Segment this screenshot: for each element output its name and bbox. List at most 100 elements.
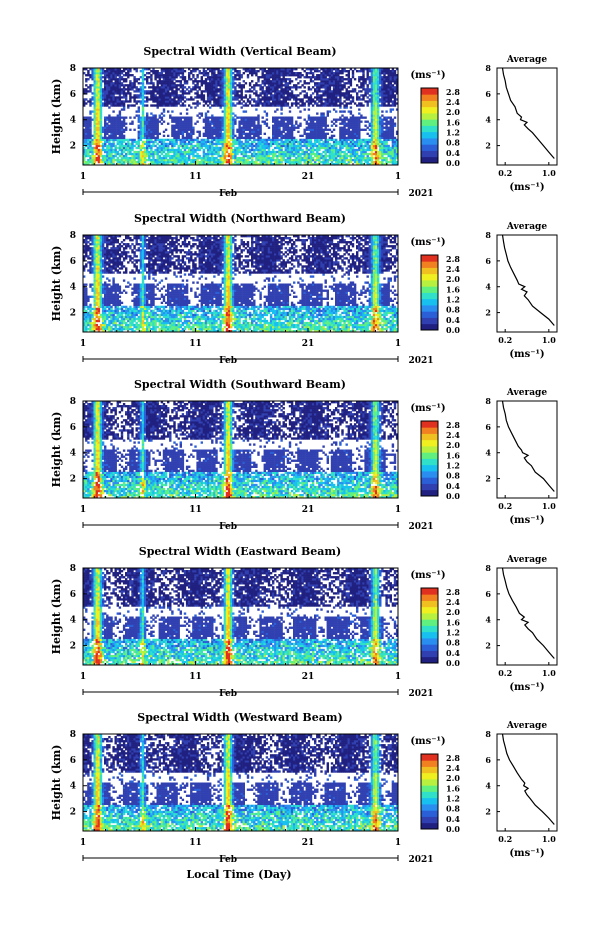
heatmap-cell [309,126,313,129]
heatmap-cell [173,162,176,166]
heatmap-cell [259,124,262,127]
heatmap-cell [179,150,182,154]
heatmap-cell [345,104,348,107]
heatmap-cell [114,124,117,127]
heatmap-cell [202,80,206,83]
heatmap-cell [372,148,376,152]
heatmap-cell [343,106,346,109]
heatmap-cell [156,98,159,101]
heatmap-cell [173,76,176,79]
heatmap-cell [351,158,355,162]
heatmap-cell [381,122,384,125]
heatmap-cell [129,104,132,107]
heatmap-cell [225,94,229,97]
heatmap-cell [177,154,180,158]
heatmap-cell [148,142,151,146]
heatmap-cell [257,134,260,138]
heatmap-cell [284,142,287,146]
heatmap-cell [261,88,264,91]
heatmap-cell [248,70,252,73]
heatmap-cell [190,88,193,91]
heatmap-cell [316,112,319,115]
heatmap-cell [150,94,153,97]
heatmap-cell [347,126,350,129]
heatmap-cell [108,126,111,129]
heatmap-cell [181,86,185,89]
heatmap-cell [209,160,212,164]
heatmap-cell [188,140,191,144]
heatmap-cell [236,70,239,73]
heatmap-cell [267,136,271,140]
heatmap-cell [278,134,281,138]
heatmap-cell [311,80,315,83]
heatmap-cell [173,128,176,131]
heatmap-cell [120,148,124,152]
heatmap-cell [87,160,90,164]
heatmap-cell [112,98,115,101]
heatmap-cell [196,154,199,158]
heatmap-cell [343,134,346,138]
heatmap-cell [97,128,101,131]
heatmap-cell [341,140,344,144]
heatmap-cell [301,104,304,107]
heatmap-cell [171,162,174,166]
heatmap-cell [278,72,281,75]
heatmap-cell [259,130,262,133]
heatmap-cell [183,126,187,129]
heatmap-cell [181,96,185,99]
panel-1: Spectral Width (Vertical Beam)2468Height… [50,45,558,199]
heatmap-cell [337,82,340,85]
heatmap-cell [339,92,342,95]
heatmap-cell [234,150,237,154]
heatmap-cell [341,92,344,95]
heatmap-cell [343,96,346,99]
heatmap-cell [288,74,292,77]
heatmap-cell [116,114,119,117]
heatmap-cell [129,88,132,91]
heatmap-cell [108,144,111,148]
heatmap-cell [364,160,367,164]
heatmap-cell [169,158,172,162]
heatmap-cell [339,86,342,89]
heatmap-cell [232,72,235,75]
heatmap-cell [255,82,258,85]
heatmap-cell [240,76,243,79]
heatmap-cell [192,154,195,158]
heatmap-cell [272,136,275,140]
heatmap-cell [192,160,195,164]
heatmap-cell [351,128,355,131]
heatmap-cell [152,70,155,73]
heatmap-cell [288,160,292,164]
heatmap-cell [146,126,149,129]
heatmap-cell [194,92,197,95]
heatmap-cell [314,136,317,140]
heatmap-cell [286,90,290,93]
heatmap-cell [274,158,277,162]
heatmap-cell [362,72,365,75]
heatmap-cell [255,138,258,142]
heatmap-cell [301,144,304,148]
heatmap-cell [379,86,382,89]
heatmap-cell [316,90,319,93]
heatmap-cell [381,118,384,121]
heatmap-cell [276,134,279,138]
heatmap-cell [118,68,122,71]
heatmap-cell [125,100,128,103]
heatmap-cell [120,100,124,103]
heatmap-cell [341,130,344,133]
heatmap-cell [242,128,245,131]
heatmap-cell [133,150,136,154]
heatmap-cell [221,122,224,125]
heatmap-cell [141,68,145,71]
heatmap-cell [278,120,281,123]
heatmap-cell [261,86,264,89]
heatmap-cell [171,110,174,113]
heatmap-cell [118,70,122,73]
heatmap-cell [116,98,119,101]
heatmap-cell [171,158,174,162]
heatmap-cell [223,156,227,160]
heatmap-cell [158,150,161,154]
heatmap-cell [150,118,153,121]
heatmap-cell [290,122,294,125]
heatmap-cell [91,138,94,142]
